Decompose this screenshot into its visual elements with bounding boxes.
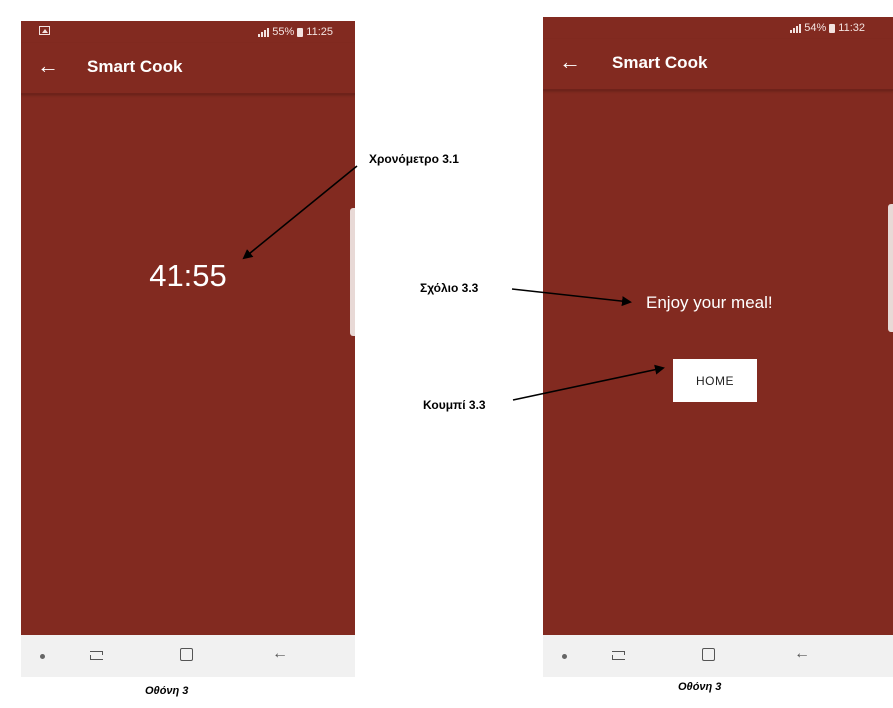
screen2-caption: Οθόνη 3 <box>678 681 722 693</box>
home-nav-icon[interactable] <box>180 648 193 661</box>
battery-icon <box>829 23 836 33</box>
meal-message: Enjoy your meal! <box>646 293 773 312</box>
status-time: 11:32 <box>838 22 865 34</box>
signal-icon <box>258 27 270 37</box>
nav-dot-icon[interactable] <box>562 654 567 659</box>
back-arrow-icon[interactable]: ← <box>559 49 581 74</box>
battery-percent: 55% <box>272 26 295 38</box>
app-bar: ← Smart Cook <box>543 39 893 91</box>
back-nav-icon[interactable]: ← <box>794 645 810 662</box>
system-nav-bar: ← <box>21 635 355 677</box>
app-bar: ← Smart Cook <box>21 43 355 95</box>
recent-apps-icon[interactable] <box>612 648 626 662</box>
timer-display: 41:55 <box>149 258 227 293</box>
comment-annotation: Σχόλιο 3.3 <box>420 281 479 295</box>
app-title: Smart Cook <box>87 57 183 76</box>
battery-percent: 54% <box>804 22 827 34</box>
button-annotation: Κουμπί 3.3 <box>423 398 486 412</box>
nav-dot-icon[interactable] <box>40 654 45 659</box>
screen1-caption: Οθόνη 3 <box>145 685 189 697</box>
home-button[interactable]: HOME <box>673 359 757 402</box>
status-bar: 54% 11:32 <box>543 17 893 39</box>
recent-apps-icon[interactable] <box>90 648 104 662</box>
back-nav-icon[interactable]: ← <box>272 645 288 662</box>
back-arrow-icon[interactable]: ← <box>37 53 59 78</box>
signal-icon <box>790 23 802 33</box>
phone-screen-finished: 54% 11:32 ← Smart Cook Enjoy your meal! … <box>543 17 893 677</box>
side-panel-handle[interactable] <box>350 208 355 336</box>
side-panel-handle[interactable] <box>888 204 893 332</box>
gallery-icon <box>39 26 50 35</box>
system-nav-bar: ← <box>543 635 893 677</box>
timer-annotation: Χρονόμετρο 3.1 <box>369 152 459 166</box>
status-bar: 55% 11:25 <box>21 21 355 43</box>
app-title: Smart Cook <box>612 53 708 72</box>
home-nav-icon[interactable] <box>702 648 715 661</box>
battery-icon <box>297 27 304 37</box>
status-time: 11:25 <box>306 26 333 38</box>
phone-screen-timer: 55% 11:25 ← Smart Cook 41:55 ← <box>21 21 355 677</box>
